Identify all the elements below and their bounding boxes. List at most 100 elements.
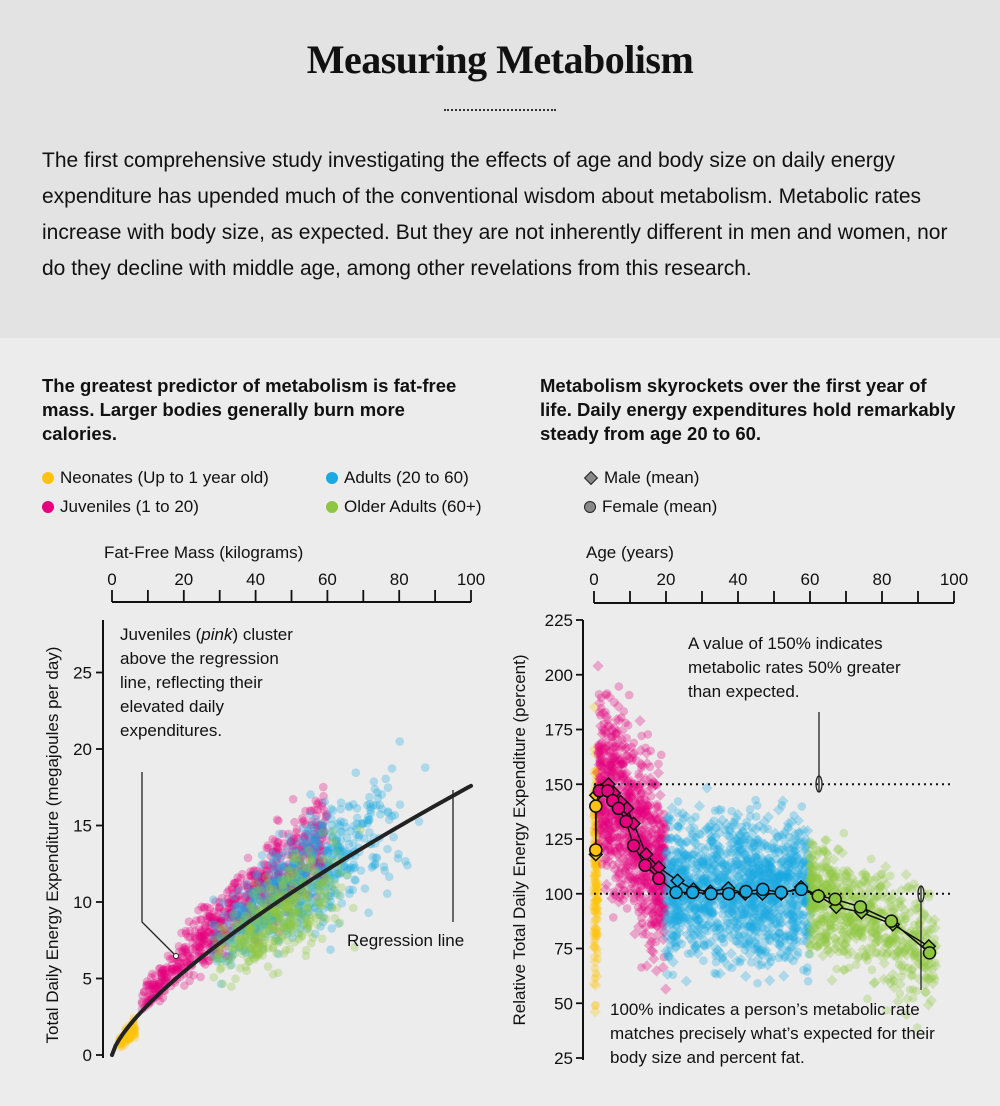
data-point	[783, 931, 793, 941]
female-mean-point	[828, 892, 842, 906]
female-mean-point	[589, 843, 603, 857]
data-point	[258, 883, 268, 893]
data-point	[123, 1033, 133, 1043]
data-point	[373, 793, 383, 803]
data-point	[237, 913, 246, 922]
data-point	[369, 777, 379, 786]
data-point	[699, 940, 709, 949]
regression-label: Regression line	[347, 931, 464, 950]
y-tick-label: 0	[83, 1046, 92, 1065]
data-point	[293, 907, 303, 917]
data-point	[260, 935, 269, 945]
data-point	[209, 915, 219, 924]
data-point	[314, 886, 324, 896]
data-point	[628, 753, 638, 763]
data-point	[631, 855, 640, 865]
x-tick-label: 20	[657, 570, 676, 589]
female-mean-point	[669, 885, 683, 900]
data-point	[120, 1040, 130, 1050]
data-point	[344, 801, 354, 811]
data-point	[194, 905, 203, 915]
data-point	[229, 910, 238, 919]
data-point	[289, 867, 298, 876]
data-point	[279, 872, 288, 882]
data-point	[383, 844, 392, 854]
data-point	[243, 853, 253, 863]
data-point	[235, 886, 244, 895]
data-point	[219, 910, 229, 920]
data-point	[250, 866, 259, 875]
data-point	[157, 968, 167, 978]
data-point	[611, 873, 620, 883]
data-point	[298, 845, 308, 855]
data-point	[152, 982, 161, 992]
y-tick-label: 5	[83, 970, 92, 989]
data-point	[328, 827, 338, 837]
left-x-axis-label: Fat-Free Mass (kilograms)	[104, 543, 303, 562]
data-point	[774, 848, 784, 857]
data-point	[305, 842, 315, 851]
data-point	[805, 875, 815, 884]
data-point	[275, 829, 284, 839]
data-point	[387, 764, 397, 773]
data-point	[130, 1025, 140, 1035]
data-point	[764, 974, 776, 987]
data-point	[264, 843, 273, 853]
data-point	[283, 883, 292, 893]
data-point	[158, 965, 168, 974]
y-tick-label: 25	[73, 664, 92, 683]
data-point	[267, 848, 277, 858]
data-point	[122, 1035, 132, 1044]
data-point	[605, 835, 615, 845]
y-tick-label: 125	[545, 830, 573, 849]
data-point	[289, 835, 298, 845]
data-point	[783, 910, 793, 920]
data-point	[317, 934, 327, 943]
data-point	[209, 895, 218, 904]
x-tick-label: 100	[457, 570, 485, 589]
legend-label: Female (mean)	[602, 497, 718, 516]
data-point	[261, 871, 270, 880]
data-point	[673, 797, 683, 806]
data-point	[126, 1031, 136, 1041]
data-point	[124, 1030, 134, 1039]
data-point	[282, 842, 292, 851]
data-point	[249, 905, 259, 914]
female-mean-point	[739, 884, 753, 899]
data-point	[905, 985, 915, 995]
data-point	[592, 660, 604, 672]
data-point	[268, 859, 277, 869]
data-point	[309, 861, 319, 870]
data-point	[830, 882, 840, 892]
data-point	[335, 868, 345, 877]
data-point	[283, 936, 292, 945]
data-point	[200, 931, 210, 940]
data-point	[124, 1031, 133, 1040]
data-point	[343, 870, 352, 880]
data-point	[298, 813, 307, 823]
data-point	[210, 918, 220, 927]
data-point	[332, 903, 341, 913]
data-point	[130, 1028, 139, 1038]
data-point	[232, 901, 242, 911]
female-mean-point	[884, 914, 899, 928]
data-point	[740, 970, 752, 983]
data-point	[157, 966, 167, 976]
data-point	[259, 859, 269, 868]
x-tick-label: 80	[873, 570, 892, 589]
data-point	[274, 842, 283, 852]
data-point	[301, 951, 311, 961]
y-tick-label: 15	[73, 817, 92, 836]
data-point	[211, 928, 221, 938]
data-point	[689, 823, 699, 833]
data-point	[929, 971, 938, 981]
data-point	[291, 832, 301, 842]
data-point	[306, 843, 316, 853]
data-point	[298, 817, 308, 827]
data-point	[728, 830, 737, 840]
x-tick-label: 20	[174, 570, 193, 589]
data-point	[805, 949, 815, 959]
data-point	[272, 815, 282, 824]
data-point	[856, 881, 866, 891]
female-mean-point	[704, 887, 718, 901]
